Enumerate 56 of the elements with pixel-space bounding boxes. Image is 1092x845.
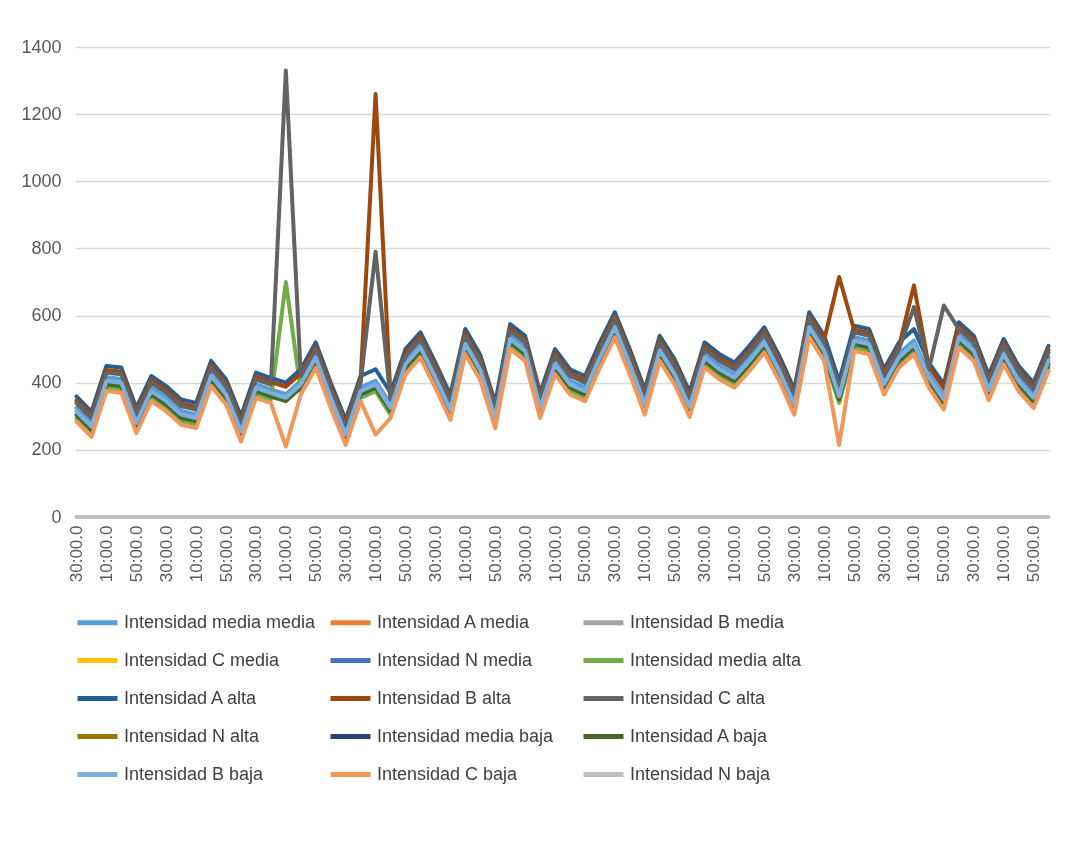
legend-label: Intensidad N baja [630, 763, 772, 784]
x-tick-label: 50:00.0 [126, 525, 146, 583]
x-tick-label: 50:00.0 [575, 525, 595, 583]
x-tick-label: 30:00.0 [874, 525, 894, 583]
legend-label: Intensidad N alta [124, 725, 261, 746]
x-tick-label: 30:00.0 [425, 525, 445, 583]
x-tick-label: 50:00.0 [844, 525, 864, 583]
legend-label: Intensidad C baja [377, 763, 519, 784]
x-tick-label: 10:00.0 [96, 525, 116, 583]
x-tick-label: 50:00.0 [665, 525, 685, 583]
x-tick-label: 50:00.0 [395, 525, 415, 583]
legend-label: Intensidad B media [630, 611, 786, 632]
x-tick-label: 30:00.0 [156, 525, 176, 583]
y-tick-label: 0 [51, 506, 62, 527]
legend-label: Intensidad A media [377, 611, 531, 632]
legend-label: Intensidad B baja [124, 763, 265, 784]
legend-label: Intensidad media media [124, 611, 317, 632]
x-tick-label: 10:00.0 [724, 525, 744, 583]
legend-label: Intensidad A alta [124, 687, 258, 708]
x-tick-label: 10:00.0 [545, 525, 565, 583]
x-tick-label: 10:00.0 [994, 525, 1014, 583]
legend-label: Intensidad N media [377, 649, 534, 670]
legend-label: Intensidad B alta [377, 687, 513, 708]
x-tick-label: 10:00.0 [366, 525, 386, 583]
x-tick-label: 50:00.0 [306, 525, 326, 583]
x-tick-label: 30:00.0 [784, 525, 804, 583]
x-tick-label: 30:00.0 [964, 525, 984, 583]
y-tick-label: 400 [31, 372, 62, 393]
x-tick-label: 30:00.0 [515, 525, 535, 583]
x-tick-label: 10:00.0 [276, 525, 296, 583]
legend-label: Intensidad A baja [630, 725, 769, 746]
y-tick-label: 1400 [21, 36, 62, 57]
legend-label: Intensidad C alta [630, 687, 767, 708]
x-tick-label: 10:00.0 [904, 525, 924, 583]
x-tick-label: 50:00.0 [216, 525, 236, 583]
x-tick-label: 30:00.0 [695, 525, 715, 583]
y-tick-label: 800 [31, 237, 62, 258]
y-tick-label: 1200 [21, 103, 62, 124]
x-tick-label: 10:00.0 [635, 525, 655, 583]
y-tick-label: 1000 [21, 170, 62, 191]
y-tick-label: 600 [31, 305, 62, 326]
x-tick-label: 30:00.0 [67, 525, 86, 583]
x-tick-label: 10:00.0 [186, 525, 206, 583]
y-tick-label: 200 [31, 439, 62, 460]
x-tick-label: 10:00.0 [455, 525, 475, 583]
x-tick-label: 30:00.0 [605, 525, 625, 583]
x-tick-label: 50:00.0 [485, 525, 505, 583]
x-tick-label: 50:00.0 [1024, 525, 1044, 583]
legend-label: Intensidad media baja [377, 725, 555, 746]
legend-label: Intensidad C media [124, 649, 281, 670]
x-tick-label: 30:00.0 [246, 525, 266, 583]
x-tick-label: 10:00.0 [814, 525, 834, 583]
legend-label: Intensidad media alta [630, 649, 803, 670]
x-tick-label: 50:00.0 [754, 525, 774, 583]
x-tick-label: 30:00.0 [336, 525, 356, 583]
x-tick-label: 50:00.0 [934, 525, 954, 583]
